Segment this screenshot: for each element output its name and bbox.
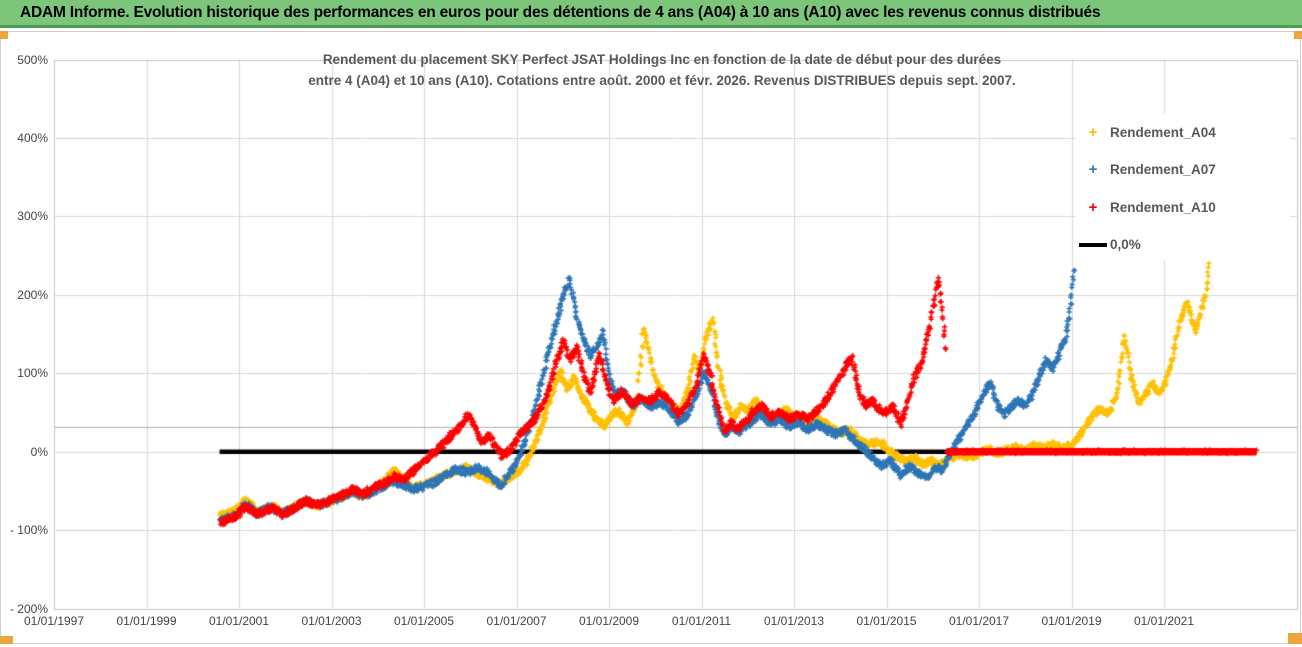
corner-accent-top-right <box>1294 31 1302 39</box>
legend: + Rendement_A04 + Rendement_A07 + Rendement_A… <box>1076 114 1290 260</box>
chart-title-line2: entre 4 (A04) et 10 ans (A10). Cotations… <box>308 73 1016 88</box>
y-axis-label: 100% <box>17 366 48 381</box>
y-axis-label: - 100% <box>9 523 48 538</box>
legend-zero-line-swatch <box>1079 242 1107 247</box>
corner-accent-bottom-left <box>0 636 13 644</box>
x-axis-label: 01/01/2013 <box>763 614 825 628</box>
y-axis-label: 400% <box>17 130 48 145</box>
x-axis-label: 01/01/2001 <box>208 614 270 628</box>
x-axis-label: 01/01/2021 <box>1133 614 1195 628</box>
x-axis-label: 01/01/2003 <box>301 614 362 628</box>
plus-marker-icon: + <box>1088 123 1098 141</box>
legend-label: Rendement_A10 <box>1110 199 1216 215</box>
legend-label: Rendement_A07 <box>1110 162 1216 177</box>
y-axis-label: 0% <box>30 444 48 459</box>
x-axis-label: 01/01/1997 <box>23 614 85 628</box>
x-axis-label: 01/01/1999 <box>116 614 177 628</box>
x-axis-label: 01/01/2015 <box>856 614 917 628</box>
x-axis-label: 01/01/2007 <box>486 614 547 628</box>
y-axis-label: - 200% <box>9 601 48 616</box>
y-axis-label: 300% <box>17 209 48 224</box>
corner-accent-top-left <box>0 31 8 39</box>
x-axis-label: 01/01/2017 <box>948 614 1010 628</box>
plus-marker-icon: + <box>1088 161 1098 178</box>
plus-marker-icon: + <box>1088 198 1098 216</box>
corner-accent-bottom-right <box>1288 633 1302 644</box>
legend-label: 0,0% <box>1110 237 1141 252</box>
chart-title-line1: Rendement du placement SKY Perfect JSAT … <box>322 52 1002 67</box>
legend-item-rendement-a10[interactable]: + Rendement_A10 <box>1076 195 1216 219</box>
x-axis-label: 01/01/2009 <box>578 614 640 628</box>
legend-label: Rendement_A04 <box>1110 124 1216 140</box>
x-axis-label: 01/01/2011 <box>671 614 732 628</box>
legend-item-0-0-[interactable]: 0,0% <box>1076 233 1141 257</box>
legend-item-rendement-a04[interactable]: + Rendement_A04 <box>1076 120 1216 144</box>
y-axis-label: 500% <box>17 52 48 67</box>
legend-item-rendement-a07[interactable]: + Rendement_A07 <box>1076 158 1216 182</box>
x-axis-label: 01/01/2019 <box>1041 614 1102 628</box>
x-axis-label: 01/01/2005 <box>393 614 455 628</box>
y-axis-label: 200% <box>17 287 48 302</box>
